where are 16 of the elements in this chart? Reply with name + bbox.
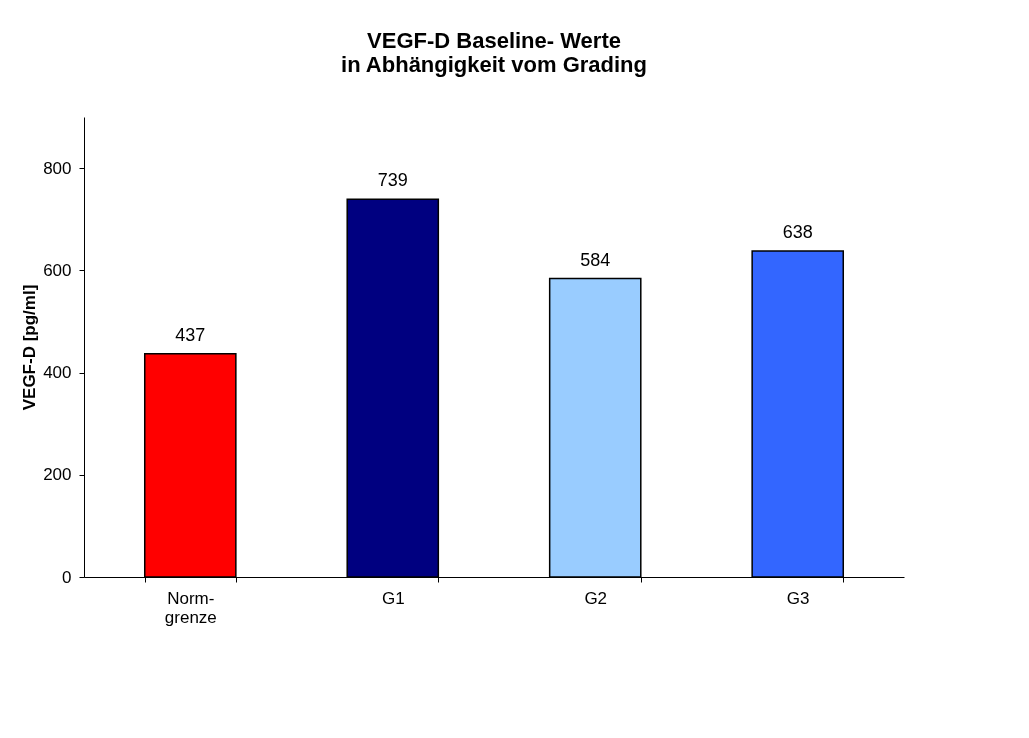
y-tick-label: 200	[43, 465, 72, 485]
y-axis-title: VEGF-D [pg/ml]	[20, 284, 40, 411]
data-label: 437	[175, 324, 206, 345]
data-label: 739	[377, 170, 408, 191]
x-tick-label: G3	[786, 588, 810, 608]
x-tick-label: G1	[381, 588, 405, 608]
x-tick-label: Norm-grenze	[164, 588, 217, 627]
y-tick-label: 800	[43, 158, 72, 178]
y-tick-label: 0	[62, 567, 72, 587]
y-tick-label: 600	[43, 260, 72, 280]
x-tick-label: G2	[584, 588, 608, 608]
text: in Abhängigkeit vom Grading	[341, 52, 647, 77]
y-tick-label: 400	[43, 363, 72, 383]
data-label: 638	[782, 221, 813, 242]
text: VEGF-D Baseline- Werte	[367, 28, 621, 53]
data-label: 584	[580, 249, 611, 270]
